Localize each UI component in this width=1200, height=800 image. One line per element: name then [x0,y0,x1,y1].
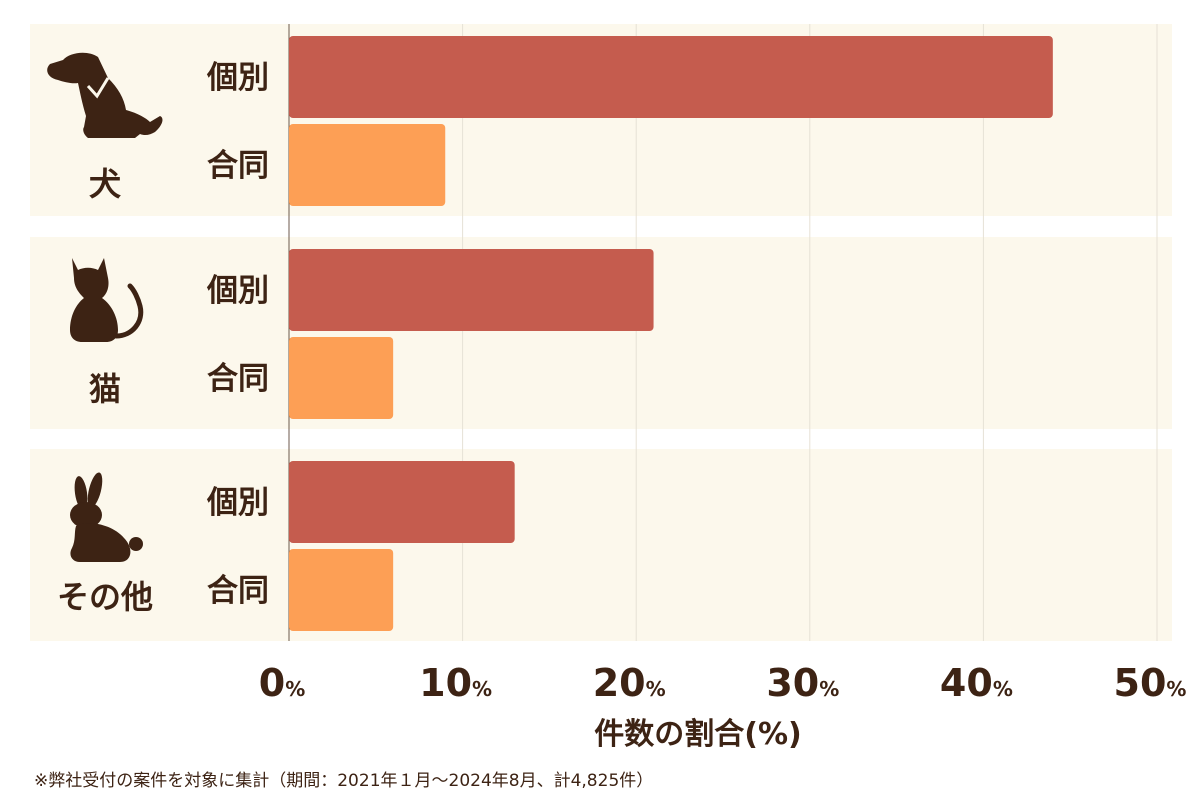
x-axis-label: 件数の割合(%) [594,717,801,752]
x-tick-label: 30% [766,661,839,705]
dog-icon [47,52,163,138]
x-tick-label: 20% [593,661,666,705]
series-label: 合同 [207,148,269,184]
rabbit-head [70,502,102,528]
dog-body [47,52,163,138]
series-label: 合同 [207,573,269,609]
x-tick-label: 0% [259,661,306,705]
bar-joint [289,549,394,631]
footnote: ※弊社受付の案件を対象に集計（期間：2021年１月〜2024年8月、計4,825… [34,771,654,791]
bar-individual [289,461,515,543]
cat-icon [70,258,144,342]
category-label: 犬 [89,165,121,203]
cat-body [70,258,118,342]
rabbit-ear [87,472,103,508]
series-label: 個別 [206,60,269,96]
x-tick-label: 40% [940,661,1013,705]
rabbit-icon [70,472,143,562]
series-label: 合同 [207,361,269,397]
bar-joint [289,124,446,206]
bar-individual [289,36,1053,118]
x-tick-label: 10% [419,661,492,705]
series-label: 個別 [206,273,269,309]
rabbit-tail [129,537,143,551]
dog-collar [86,77,110,99]
category-label: その他 [57,578,153,616]
cat-tail [113,283,144,339]
bar-joint [289,337,394,419]
category-label: 猫 [89,370,121,408]
rabbit-ear [74,476,88,510]
category-panel [30,449,1172,641]
series-label: 個別 [206,485,269,521]
rabbit-body [70,523,131,562]
bar-individual [289,249,654,331]
x-tick-label: 50% [1114,661,1187,705]
